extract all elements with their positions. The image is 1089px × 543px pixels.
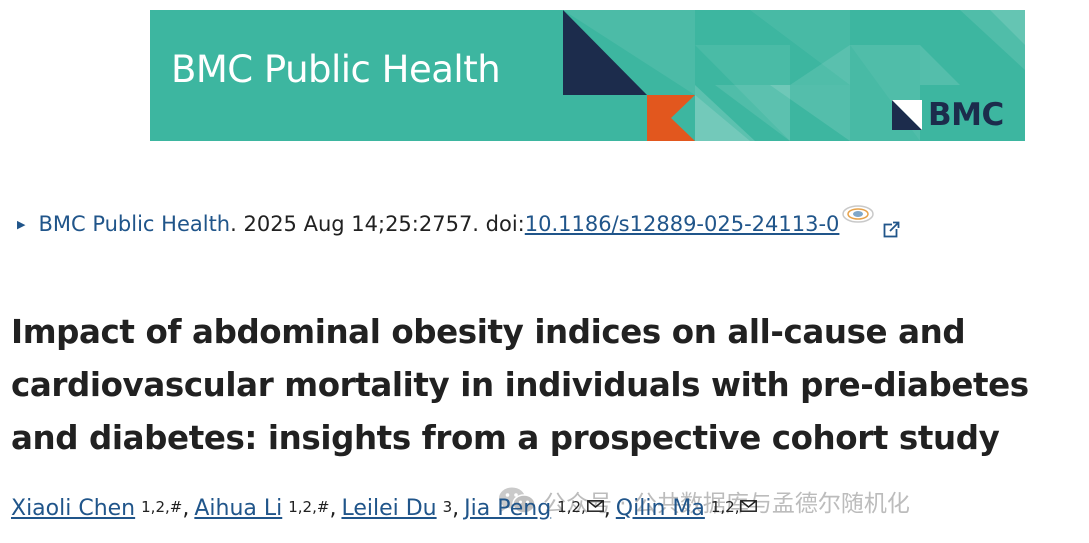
bmc-logo: BMC (892, 94, 1004, 136)
bmc-logo-text: BMC (928, 96, 1004, 133)
wechat-icon (499, 487, 536, 514)
doi-badge-icon (841, 203, 875, 225)
mail-icon[interactable] (586, 500, 604, 512)
author-list: Xiaoli Chen 1,2,# , Aihua Li 1,2,# , Lei… (11, 496, 758, 534)
external-link-icon[interactable] (883, 219, 901, 237)
citation-line: ▶ BMC Public Health . 2025 Aug 14;25:275… (17, 205, 901, 241)
author-link[interactable]: Xiaoli Chen (11, 496, 136, 521)
author-link[interactable]: Aihua Li (194, 496, 283, 521)
author-affiliation: 3 (442, 498, 453, 516)
journal-title: BMC Public Health (171, 48, 501, 91)
author-affiliation: 1,2,# (288, 498, 330, 516)
author-separator: , (452, 496, 460, 521)
author-affiliation: 1,2, (557, 498, 604, 516)
citation-details: . 2025 Aug 14;25:2757. doi: (230, 212, 525, 236)
author-affiliation: 1,2, (711, 498, 758, 516)
journal-banner[interactable]: BMC Public Health BMC (150, 10, 1025, 141)
author-separator: , (329, 496, 337, 521)
doi-link[interactable]: 10.1186/s12889-025-24113-0 (524, 212, 840, 236)
mail-icon[interactable] (740, 500, 758, 512)
expand-triangle-icon[interactable]: ▶ (17, 217, 26, 231)
author-separator: , (182, 496, 190, 521)
banner-decoration (563, 10, 1025, 141)
watermark: 公众号 · 公共数据库与孟德尔随机化 (497, 484, 910, 518)
author-link[interactable]: Jia Peng (464, 496, 552, 521)
author-link[interactable]: Qilin Ma (615, 496, 705, 521)
author-affiliation: 1,2,# (141, 498, 183, 516)
article-title: Impact of abdominal obesity indices on a… (11, 313, 1029, 457)
watermark-text: 公众号 · 公共数据库与孟德尔随机化 (543, 491, 910, 517)
author-separator: , (603, 496, 611, 521)
author-link[interactable]: Leilei Du (341, 496, 437, 521)
bmc-logo-mark-icon (892, 100, 922, 130)
journal-link[interactable]: BMC Public Health (38, 212, 231, 236)
